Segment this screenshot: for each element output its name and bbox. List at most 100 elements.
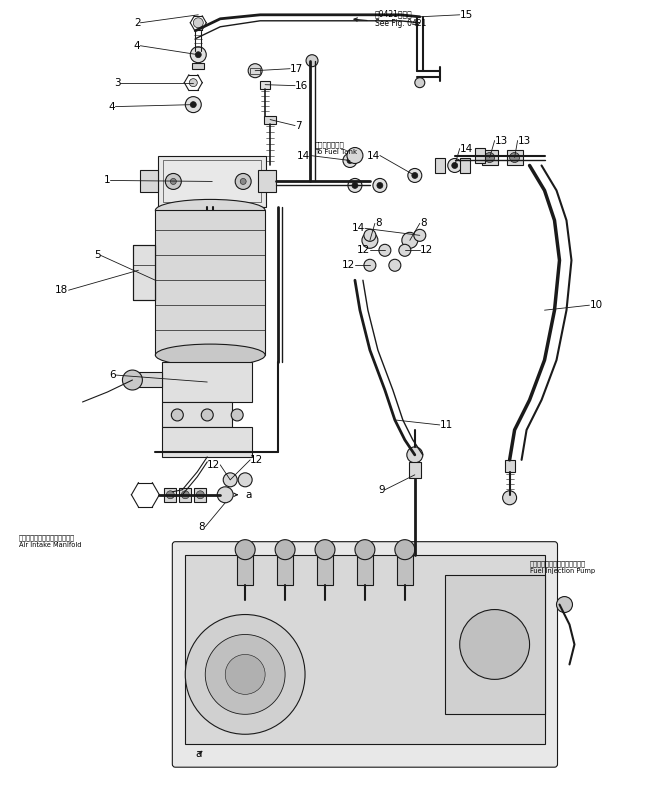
Text: 13: 13 xyxy=(518,136,531,145)
Bar xyxy=(179,487,191,502)
Text: 14: 14 xyxy=(297,151,310,160)
Bar xyxy=(277,555,293,585)
Text: 17: 17 xyxy=(290,64,303,74)
Text: 3: 3 xyxy=(114,78,121,88)
Circle shape xyxy=(452,162,458,169)
Circle shape xyxy=(217,487,233,502)
Bar xyxy=(507,149,523,166)
Circle shape xyxy=(352,182,358,188)
Ellipse shape xyxy=(155,199,265,221)
Text: 8: 8 xyxy=(375,218,381,228)
Circle shape xyxy=(484,152,495,162)
Text: 8: 8 xyxy=(199,522,205,531)
Text: 6: 6 xyxy=(109,370,115,380)
Circle shape xyxy=(402,232,418,248)
Text: フェルタンクへ
To Fuel Tank: フェルタンクへ To Fuel Tank xyxy=(315,142,357,155)
Bar xyxy=(250,68,260,74)
Text: 15: 15 xyxy=(460,9,473,20)
Text: 4: 4 xyxy=(109,101,115,111)
Circle shape xyxy=(306,55,318,67)
Circle shape xyxy=(379,244,391,256)
Text: 18: 18 xyxy=(55,285,68,295)
Circle shape xyxy=(193,18,203,27)
Circle shape xyxy=(364,229,376,241)
Text: 12: 12 xyxy=(357,245,370,255)
Text: 1: 1 xyxy=(104,176,110,185)
Circle shape xyxy=(415,78,425,88)
Bar xyxy=(192,63,204,69)
Bar xyxy=(134,246,155,300)
Bar xyxy=(435,158,445,173)
Circle shape xyxy=(238,473,252,487)
Circle shape xyxy=(190,47,206,63)
Circle shape xyxy=(373,178,387,192)
Bar xyxy=(260,81,270,89)
Circle shape xyxy=(347,158,353,163)
Text: 16: 16 xyxy=(295,81,308,90)
Circle shape xyxy=(223,473,237,487)
Circle shape xyxy=(275,539,295,560)
Bar xyxy=(258,170,276,192)
Circle shape xyxy=(557,597,572,612)
Bar xyxy=(460,158,469,173)
Bar xyxy=(409,462,421,478)
Circle shape xyxy=(448,159,462,173)
Text: 14: 14 xyxy=(351,224,365,233)
Text: 12: 12 xyxy=(250,455,263,465)
Circle shape xyxy=(315,539,335,560)
Circle shape xyxy=(196,491,204,498)
Bar xyxy=(164,487,176,502)
Bar xyxy=(158,155,266,207)
Bar xyxy=(140,170,158,192)
Circle shape xyxy=(190,101,196,108)
Circle shape xyxy=(395,539,415,560)
Circle shape xyxy=(170,178,176,184)
Circle shape xyxy=(231,409,243,421)
Bar xyxy=(445,575,544,714)
Circle shape xyxy=(123,370,142,390)
Circle shape xyxy=(460,609,529,679)
Circle shape xyxy=(240,178,246,184)
Circle shape xyxy=(201,409,213,421)
Circle shape xyxy=(412,173,418,178)
Bar xyxy=(162,362,252,402)
Text: エアーインテークマニホールド
Air Intake Manifold: エアーインテークマニホールド Air Intake Manifold xyxy=(19,535,81,549)
Bar xyxy=(138,372,162,387)
Circle shape xyxy=(235,539,255,560)
Bar xyxy=(162,402,232,427)
Text: 5: 5 xyxy=(94,250,100,261)
Bar xyxy=(237,555,253,585)
Circle shape xyxy=(166,491,174,498)
Ellipse shape xyxy=(155,344,265,366)
Circle shape xyxy=(189,78,198,86)
Text: 13: 13 xyxy=(495,136,508,145)
Circle shape xyxy=(196,52,201,58)
Circle shape xyxy=(355,539,375,560)
Bar xyxy=(397,555,413,585)
Bar xyxy=(134,246,155,300)
Bar xyxy=(505,460,514,472)
Circle shape xyxy=(181,491,189,498)
Text: 第0421図参照
See Fig. 0421: 第0421図参照 See Fig. 0421 xyxy=(375,9,426,28)
Bar xyxy=(194,487,206,502)
Circle shape xyxy=(343,154,357,167)
FancyBboxPatch shape xyxy=(172,542,557,767)
Bar xyxy=(162,427,252,457)
Circle shape xyxy=(510,152,520,162)
Circle shape xyxy=(399,244,411,256)
Text: 12: 12 xyxy=(207,460,220,470)
Bar xyxy=(317,555,333,585)
Text: 9: 9 xyxy=(378,485,385,495)
Text: a: a xyxy=(245,490,252,500)
Circle shape xyxy=(185,615,305,734)
Circle shape xyxy=(364,259,376,272)
Circle shape xyxy=(389,259,401,272)
Circle shape xyxy=(503,491,516,505)
Bar xyxy=(482,149,497,166)
Text: 14: 14 xyxy=(366,151,380,160)
Text: a: a xyxy=(196,749,201,759)
Text: フェルインジェクションポンプ
Fuel Injection Pump: フェルインジェクションポンプ Fuel Injection Pump xyxy=(529,560,595,575)
Bar xyxy=(164,160,261,203)
Circle shape xyxy=(414,229,426,241)
Bar xyxy=(155,210,265,355)
